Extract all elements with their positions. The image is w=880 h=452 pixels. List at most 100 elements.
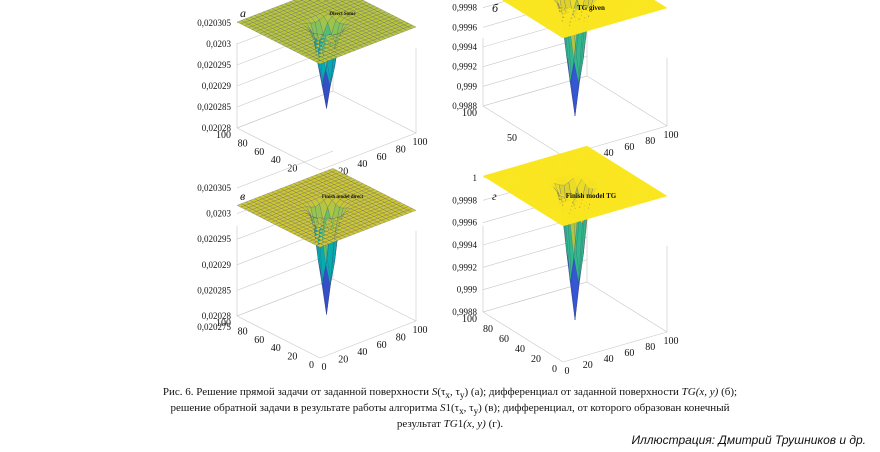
z-tick-label: 0,02029 (202, 260, 232, 270)
x-tick-label: 60 (377, 152, 387, 163)
x-tick-label: 20 (583, 360, 593, 371)
panel-letter: а (240, 6, 246, 20)
x-tick-label: 40 (357, 347, 367, 358)
surface-cell (407, 208, 417, 213)
x-tick-label: 40 (357, 159, 367, 170)
x-tick-label: 100 (664, 130, 679, 141)
surface-plot-2: 0,99880,9990,99920,99940,99960,999810204… (452, 0, 679, 171)
axis-floor-line (586, 75, 668, 127)
z-gridline (236, 69, 334, 108)
z-tick-label: 0,020305 (197, 183, 231, 193)
y-tick-label: 40 (515, 344, 525, 355)
plot-title: Finish model direct (322, 195, 364, 200)
z-tick-label: 0,999 (457, 285, 478, 295)
z-tick-label: 0,9998 (452, 3, 477, 13)
y-tick-label: 0 (552, 364, 557, 375)
surface-cell (596, 0, 604, 2)
z-tick-label: 0,020295 (197, 60, 231, 70)
z-tick-label: 0,020295 (197, 234, 231, 244)
z-tick-label: 0,9988 (452, 101, 477, 111)
z-tick-label: 0,02028 (202, 123, 232, 133)
axis-floor-line (236, 315, 321, 359)
y-tick-label: 60 (499, 334, 509, 345)
plot-title: Finish model TG (566, 192, 617, 200)
surface-mesh (236, 0, 417, 109)
z-tick-label: 0,0203 (206, 209, 231, 219)
axis-floor-line (586, 281, 668, 333)
x-tick-label: 80 (396, 332, 406, 343)
z-tick-label: 0,9998 (452, 195, 477, 205)
x-tick-label: 60 (377, 340, 387, 351)
surface-mesh (501, 0, 668, 117)
x-tick-label: 100 (413, 325, 428, 336)
axis-floor-line (482, 311, 564, 363)
axis-floor-line (562, 331, 668, 363)
x-tick-label: 20 (338, 167, 348, 178)
y-tick-label: 80 (238, 326, 248, 337)
panel-letter: г (492, 189, 497, 203)
surface-cell (407, 24, 417, 29)
x-tick-label: 80 (645, 342, 655, 353)
y-tick-label: 0 (309, 360, 314, 371)
z-gridline (236, 278, 334, 317)
x-tick-label: 40 (604, 148, 614, 159)
panel-letter: в (240, 189, 245, 203)
figure-caption: Рис. 6. Решение прямой задачи от заданно… (162, 386, 738, 431)
z-tick-label: 0,9988 (452, 307, 477, 317)
surface-plot-1: 0,02028 0,020285 0,02029 0,020295 0,0203 0,02… (197, 0, 428, 185)
z-tick-label: 0,9994 (452, 240, 477, 250)
surface-cell (658, 193, 668, 198)
y-tick-label: 100 (216, 318, 231, 329)
x-tick-label: 40 (604, 354, 614, 365)
axis-floor-line (319, 132, 417, 171)
z-gridline (236, 253, 334, 291)
x-tick-label: 20 (338, 355, 348, 366)
z-tick-label: 0,020285 (197, 102, 231, 112)
illustration-credit: Иллюстрация: Дмитрий Трушников и др. (631, 433, 866, 447)
surface-plot-4: 0,9988 0,999 0,9992 0,9994 0,9996 0,9998 1 0 20 4… (452, 145, 679, 377)
x-tick-label: 80 (645, 136, 655, 147)
z-gridline (482, 281, 588, 313)
surface-mesh (482, 145, 668, 321)
z-tick-label: 0,9996 (452, 22, 477, 32)
surface-plot-3: 0,02028 0,020285 0,02029 0,020295 0,0203 0,02… (197, 150, 428, 373)
y-tick-label: 50 (507, 133, 517, 144)
y-tick-label: 20 (287, 352, 297, 363)
y-tick-label: 20 (531, 354, 541, 365)
axis-floor-line (482, 105, 564, 157)
z-gridline (482, 0, 511, 8)
plot-title: TG given (577, 4, 605, 12)
x-tick-label: 100 (664, 336, 679, 347)
y-tick-label: 100 (462, 314, 477, 325)
z-tick-label: 0,9996 (452, 218, 477, 228)
axis-floor-line (319, 320, 417, 359)
x-tick-label: 0 (322, 362, 327, 373)
y-tick-label: 100 (216, 130, 231, 141)
z-gridline (236, 150, 334, 189)
z-tick-label: 0,9994 (452, 42, 477, 52)
y-tick-label: 80 (483, 324, 493, 335)
axis-floor-line (236, 127, 321, 171)
y-tick-label: 20 (287, 164, 297, 175)
z-gridline (482, 75, 588, 107)
z-tick-label: 0,0203 (206, 39, 231, 49)
y-tick-label: 60 (254, 147, 264, 158)
y-tick-label: 100 (462, 108, 477, 119)
z-tick-label: 0,020285 (197, 285, 231, 295)
y-tick-label: 40 (271, 343, 281, 354)
surface-mesh (236, 168, 417, 315)
y-tick-label: 40 (271, 155, 281, 166)
x-tick-label: 80 (396, 144, 406, 155)
surface-cell (658, 5, 668, 10)
x-tick-label: 0 (565, 366, 570, 377)
panel-letter: б (492, 1, 499, 15)
z-tick-label: 0,9992 (452, 262, 477, 272)
z-tick-label: 0,02029 (202, 81, 232, 91)
x-tick-label: 100 (413, 137, 428, 148)
plot-title: Direct Some (329, 12, 356, 17)
axis-floor-line (332, 90, 417, 134)
axis-floor-line (332, 278, 417, 322)
y-tick-label: 60 (254, 335, 264, 346)
z-tick-label: 0,9992 (452, 62, 477, 72)
z-tick-label: 0,020305 (197, 18, 231, 28)
